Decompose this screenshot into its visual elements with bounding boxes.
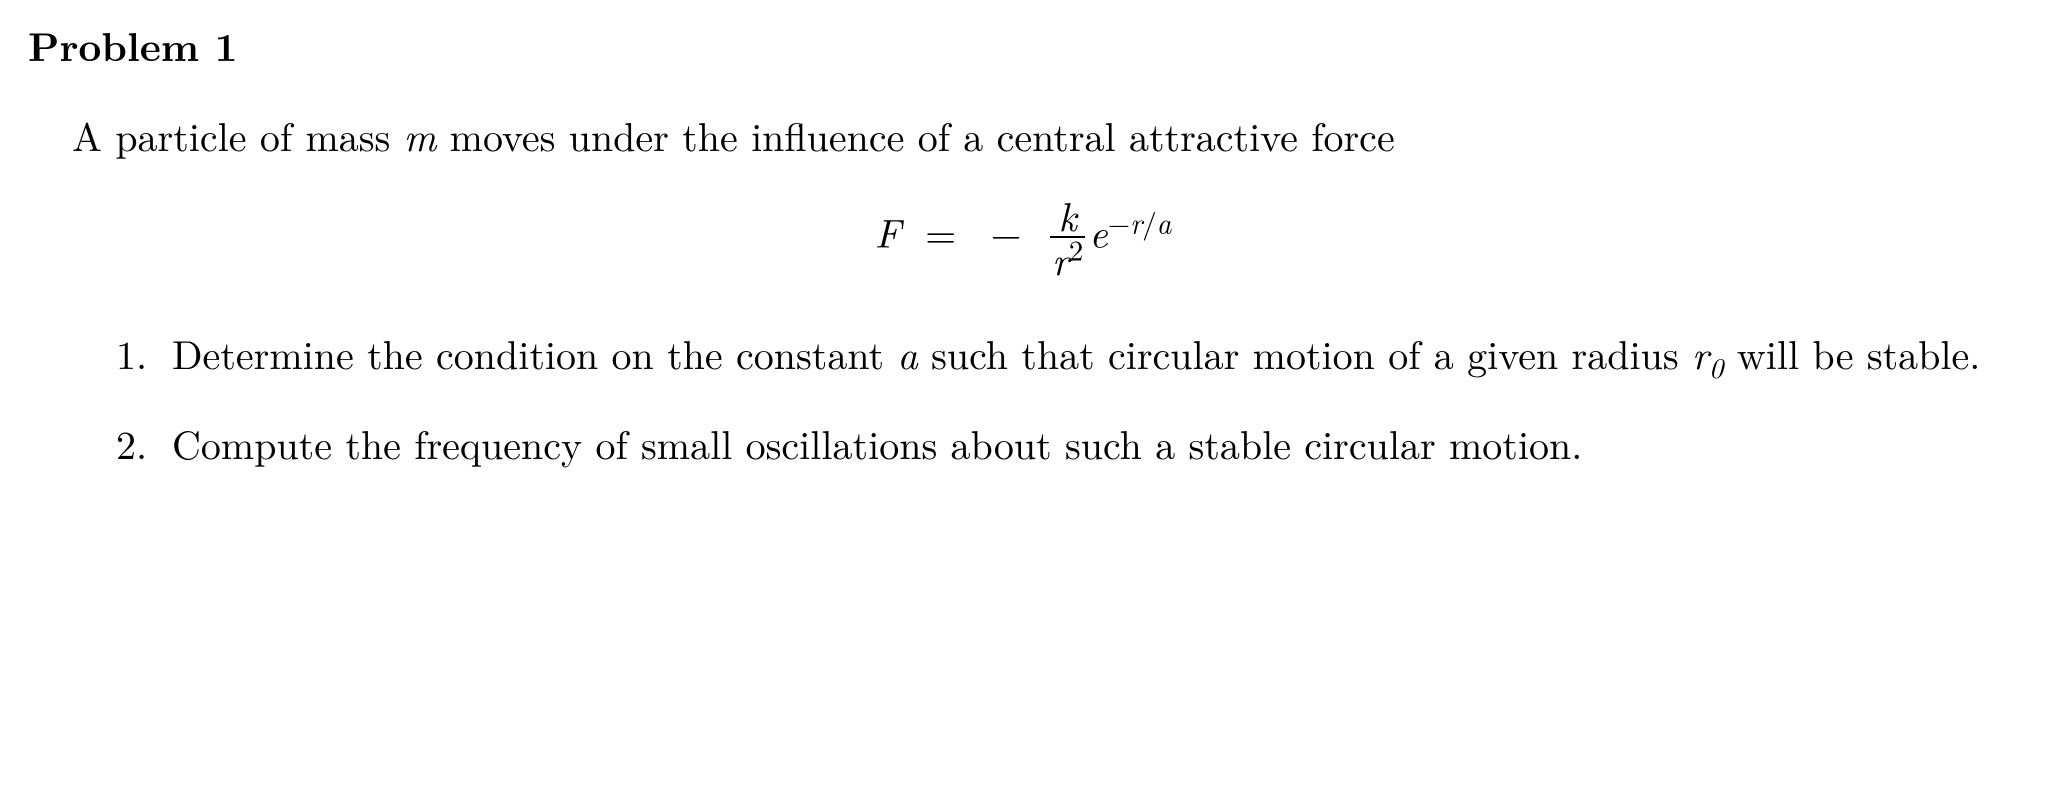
- eq-r: r: [1052, 230, 1069, 287]
- eq-denominator-r2: r2: [1050, 238, 1085, 280]
- eq-minus: −: [991, 205, 1022, 259]
- var-m: m: [404, 106, 437, 163]
- eq-F: F: [875, 203, 901, 260]
- eq-fraction-k-over-r2: k r2: [1050, 194, 1085, 280]
- var-r0-zero: 0: [1709, 347, 1724, 387]
- force-equation: F = − k r2 e−r/a: [28, 196, 2018, 282]
- var-r0: r0: [1692, 324, 1724, 381]
- item-marker-2: 2.: [116, 416, 147, 470]
- var-r0-r: r: [1692, 324, 1709, 381]
- intro-text-post: moves under the influence of a central a…: [436, 106, 1394, 163]
- eq-exp-a: a: [1157, 202, 1172, 242]
- eq-r-squared: 2: [1069, 230, 1083, 270]
- item-marker-1: 1.: [116, 326, 147, 380]
- eq-e: e: [1089, 203, 1107, 260]
- intro-paragraph: A particle of mass m moves under the inf…: [28, 108, 2018, 162]
- list-item: 2. Compute the frequency of small oscill…: [116, 416, 2018, 470]
- var-a: a: [897, 324, 917, 381]
- eq-exp-minus: −: [1108, 202, 1130, 242]
- list-item: 1. Determine the condition on the consta…: [116, 326, 2018, 380]
- problem-title: Problem 1: [28, 18, 2018, 72]
- eq-exp-slash: /: [1142, 202, 1156, 242]
- eq-exp-r: r: [1130, 202, 1142, 242]
- eq-equals: =: [925, 205, 956, 259]
- eq-exponent: −r/a: [1108, 202, 1172, 242]
- item2-text: Compute the frequency of small oscillati…: [172, 414, 1582, 471]
- item1-text-post: will be stable.: [1724, 324, 1981, 381]
- problem-parts-list: 1. Determine the condition on the consta…: [28, 326, 2018, 470]
- intro-text-pre: A particle of mass: [72, 106, 404, 163]
- item1-text-pre: Determine the condition on the constant: [172, 324, 897, 381]
- problem-title-text: Problem 1: [28, 16, 237, 73]
- item1-text-mid: such that circular motion of a given rad…: [918, 324, 1692, 381]
